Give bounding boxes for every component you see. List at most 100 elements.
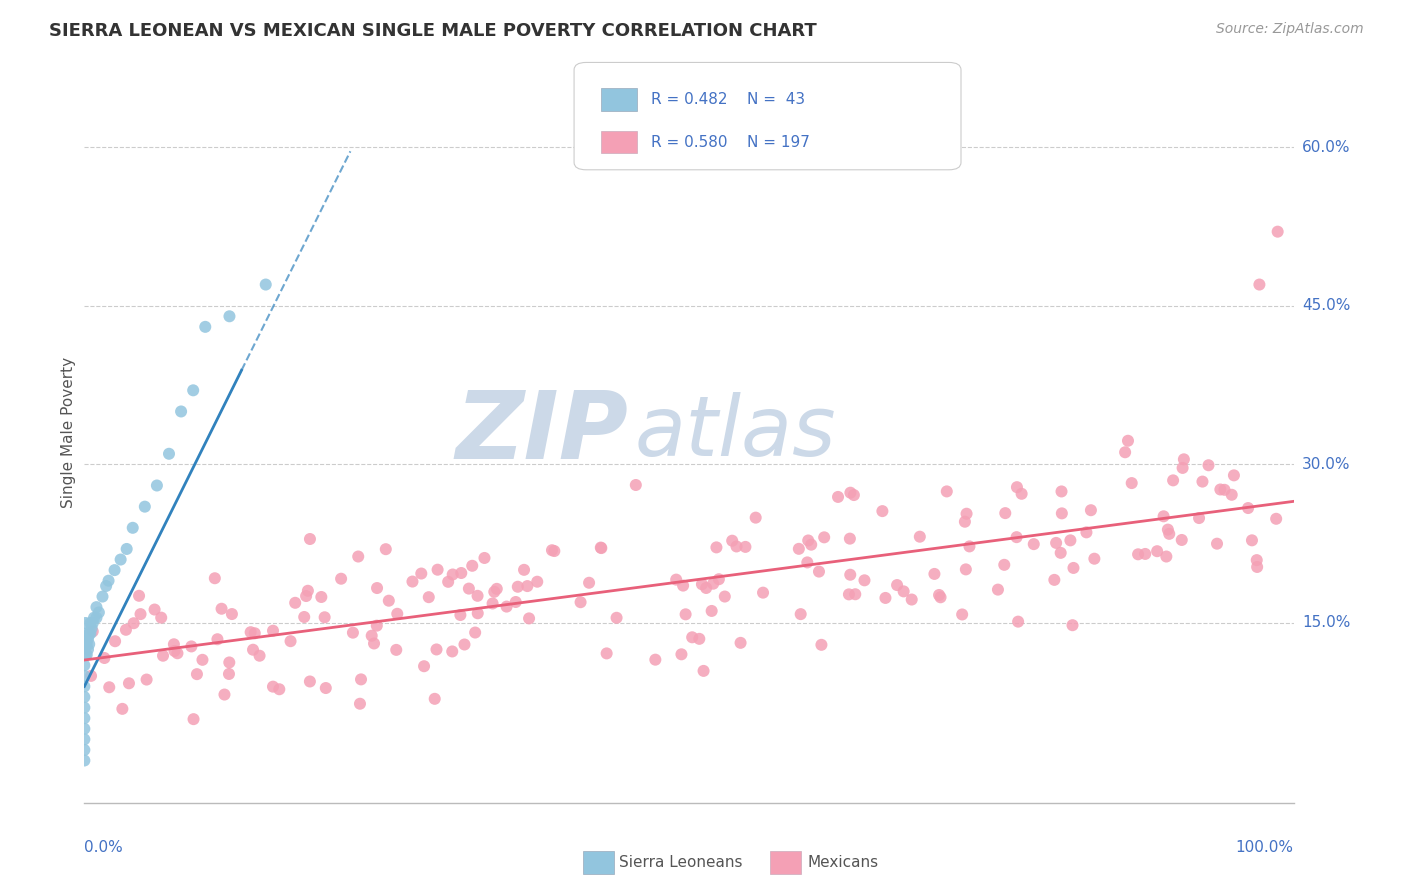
Point [1240, 533, 1263, 548]
Text: ZIP: ZIP [456, 386, 628, 479]
Point [214, 688, 236, 702]
Point [713, 590, 735, 604]
Point [706, 541, 728, 555]
Text: R = 0.482    N =  43: R = 0.482 N = 43 [651, 92, 806, 107]
Point [1191, 475, 1213, 489]
Point [183, 712, 205, 726]
Point [797, 533, 820, 548]
Point [122, 616, 145, 631]
Point [221, 607, 243, 621]
Point [1161, 474, 1184, 488]
Point [1237, 501, 1260, 516]
Point [292, 610, 315, 624]
Point [374, 542, 396, 557]
Point [450, 566, 472, 580]
Text: 60.0%: 60.0% [1302, 139, 1350, 154]
Point [425, 642, 447, 657]
Point [506, 580, 529, 594]
Point [163, 637, 186, 651]
Text: 100.0%: 100.0% [1236, 840, 1294, 855]
Point [807, 565, 830, 579]
Point [314, 610, 336, 624]
Point [87, 606, 110, 620]
Point [1173, 452, 1195, 467]
Point [839, 485, 862, 500]
Point [464, 625, 486, 640]
Point [844, 587, 866, 601]
Point [578, 575, 600, 590]
Point [262, 624, 284, 638]
Point [1126, 547, 1149, 561]
Point [453, 638, 475, 652]
Point [118, 676, 141, 690]
Point [311, 590, 333, 604]
Point [262, 680, 284, 694]
Point [908, 530, 931, 544]
Point [987, 582, 1010, 597]
Point [838, 587, 860, 601]
Bar [600, 88, 637, 111]
Point [75, 615, 97, 630]
Point [681, 630, 703, 644]
Point [129, 607, 152, 621]
Point [644, 653, 666, 667]
Point [606, 611, 628, 625]
Point [543, 544, 565, 558]
Point [297, 583, 319, 598]
Point [955, 507, 977, 521]
Point [886, 578, 908, 592]
Point [128, 589, 150, 603]
Point [280, 634, 302, 648]
Point [98, 680, 121, 694]
Point [695, 581, 717, 595]
Point [135, 673, 157, 687]
Point [170, 404, 193, 418]
Point [872, 504, 894, 518]
Point [1135, 547, 1157, 561]
Point [330, 572, 353, 586]
Point [441, 567, 464, 582]
Point [79, 615, 101, 630]
Text: 0.0%: 0.0% [84, 840, 124, 855]
Point [702, 576, 724, 591]
Point [959, 540, 981, 554]
Point [517, 611, 540, 625]
Point [82, 615, 104, 630]
Text: 45.0%: 45.0% [1302, 298, 1350, 313]
Point [900, 592, 922, 607]
Point [152, 648, 174, 663]
Point [1114, 445, 1136, 459]
Point [467, 589, 489, 603]
Point [426, 563, 449, 577]
Point [1050, 507, 1073, 521]
Point [75, 648, 97, 662]
Point [875, 591, 897, 605]
Point [672, 578, 695, 592]
Point [298, 674, 321, 689]
Point [810, 638, 832, 652]
Point [115, 623, 138, 637]
Point [734, 540, 756, 554]
Point [624, 478, 647, 492]
Point [284, 596, 307, 610]
Point [243, 626, 266, 640]
Point [1213, 483, 1236, 497]
Point [692, 664, 714, 678]
Point [690, 577, 713, 591]
Point [467, 607, 489, 621]
Point [411, 566, 433, 581]
Point [269, 682, 291, 697]
Point [1005, 530, 1028, 544]
Point [166, 646, 188, 660]
Point [77, 632, 100, 646]
Point [842, 488, 865, 502]
Point [315, 681, 337, 695]
Point [541, 543, 564, 558]
Point [1156, 549, 1178, 564]
Point [73, 732, 96, 747]
Point [752, 585, 775, 599]
Point [1049, 546, 1071, 560]
Point [75, 637, 97, 651]
Point [675, 607, 697, 622]
Point [104, 634, 127, 648]
